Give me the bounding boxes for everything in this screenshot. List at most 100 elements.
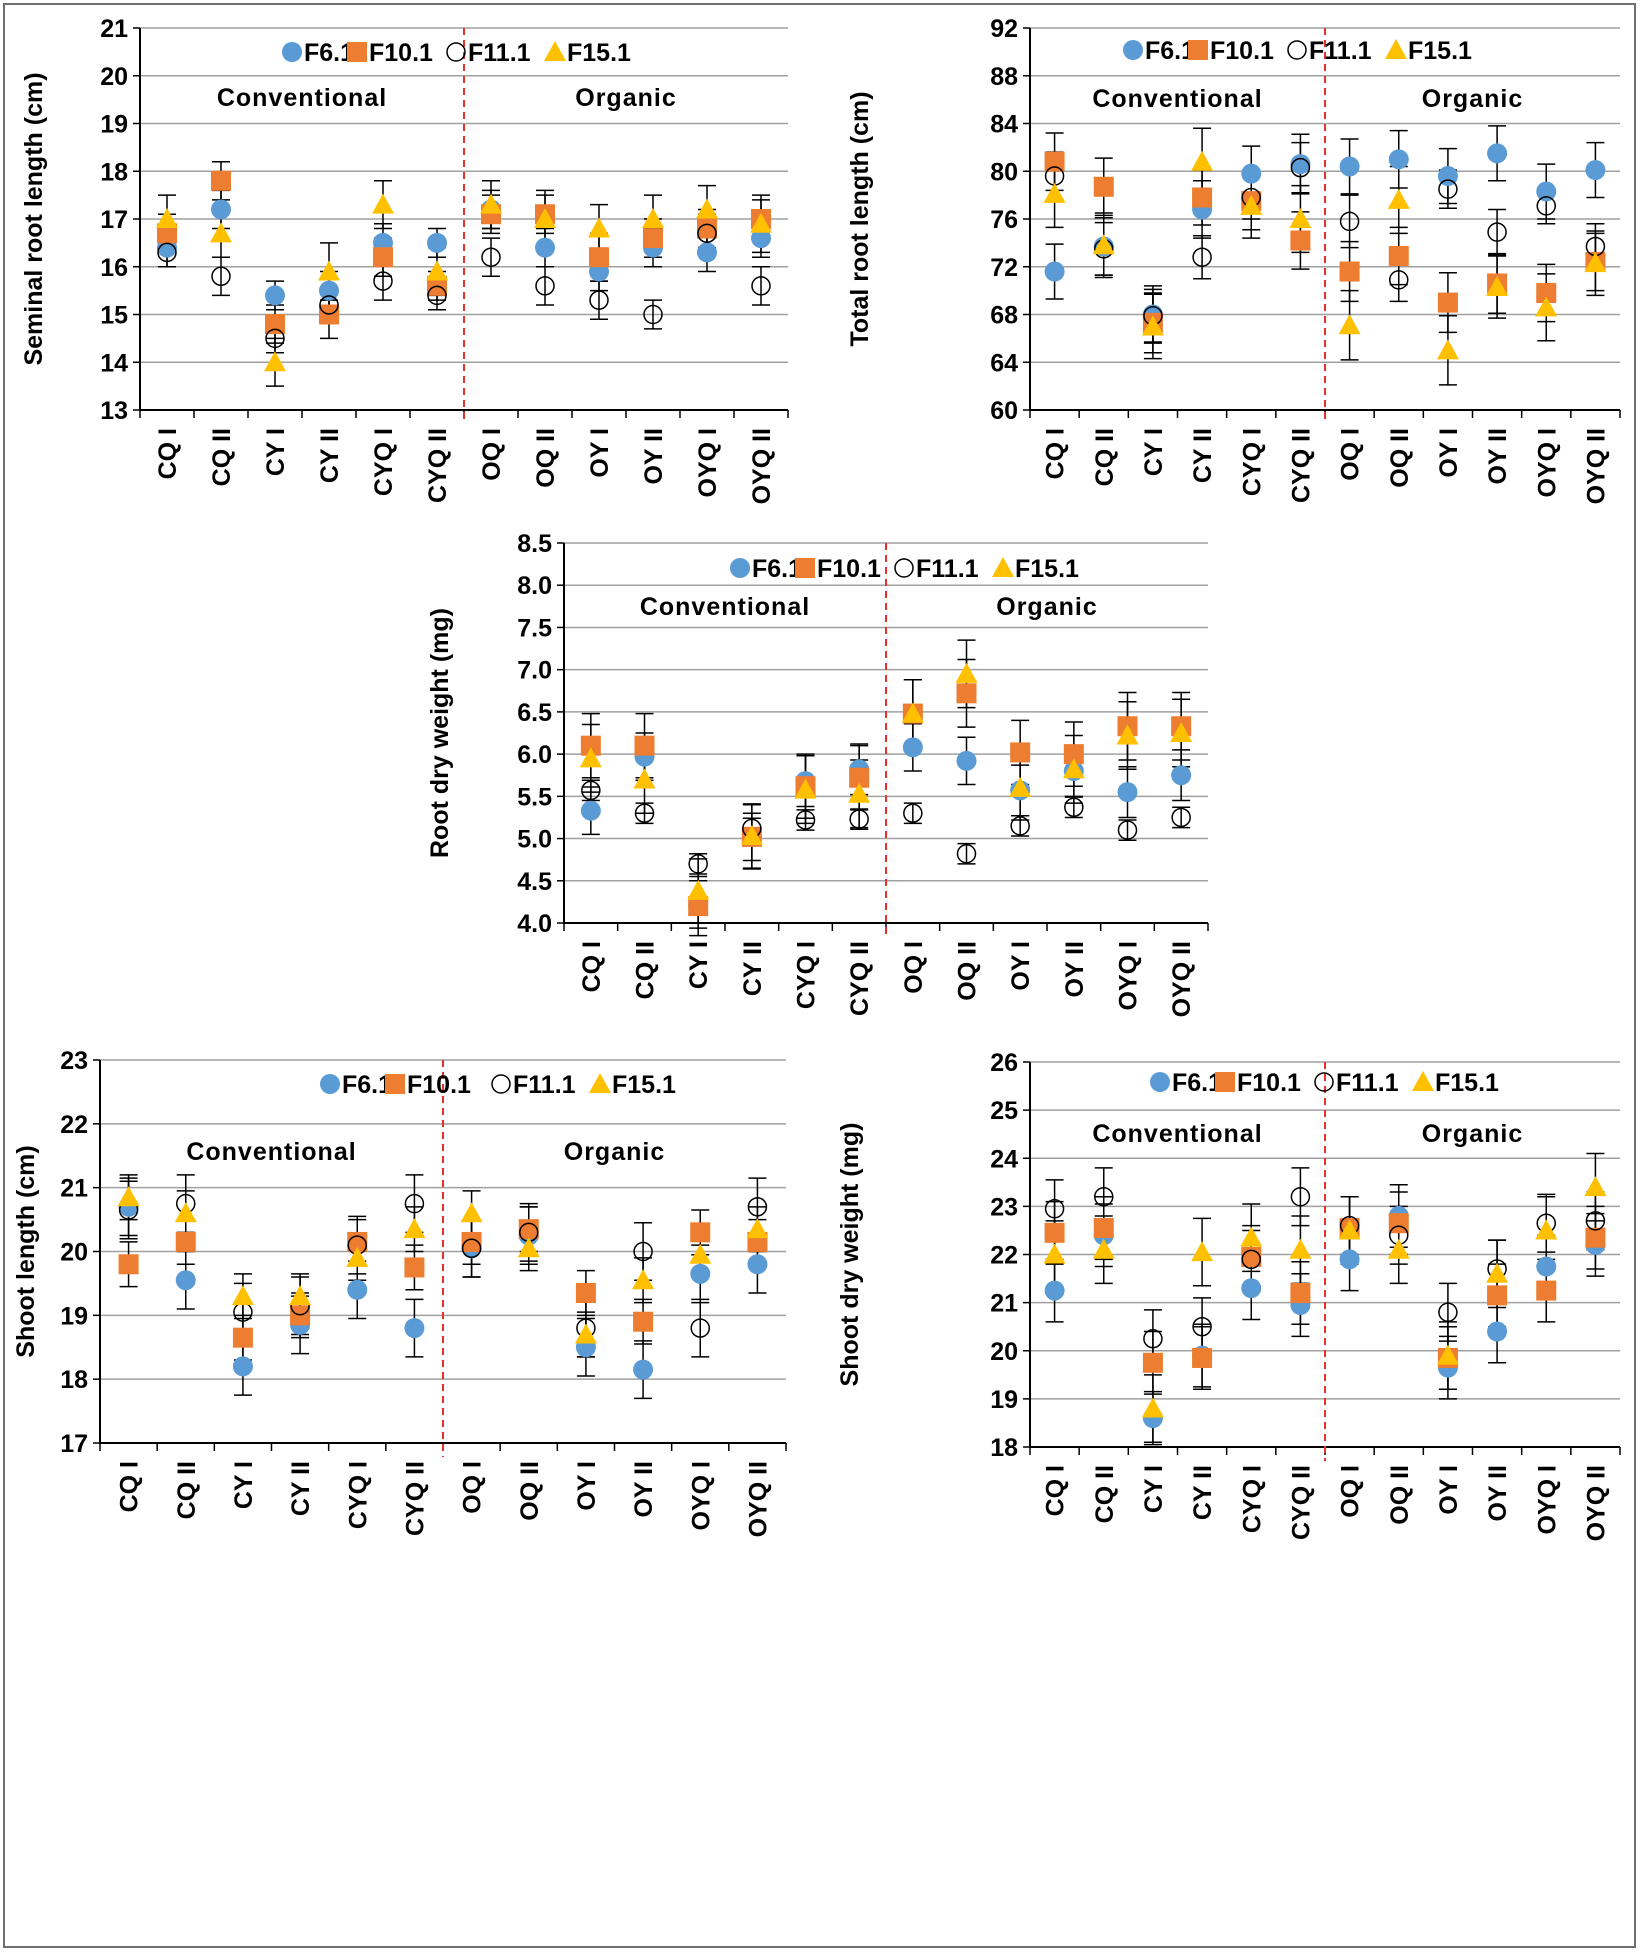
data-point bbox=[1241, 163, 1262, 184]
data-point bbox=[373, 271, 393, 291]
y-tick-label: 20 bbox=[100, 63, 128, 91]
data-point bbox=[535, 237, 555, 258]
x-tick-label: OYQ I bbox=[687, 1461, 715, 1530]
legend-label-F11-1: F11.1 bbox=[916, 555, 979, 583]
data-point bbox=[751, 228, 771, 249]
data-point bbox=[1290, 230, 1311, 251]
y-tick-label: 23 bbox=[60, 1047, 88, 1075]
data-point bbox=[289, 1285, 312, 1306]
data-point bbox=[1142, 1352, 1163, 1373]
data-point bbox=[403, 1218, 426, 1239]
data-point bbox=[575, 1282, 596, 1303]
data-point bbox=[1117, 782, 1138, 803]
data-point bbox=[1388, 149, 1409, 170]
data-point bbox=[1388, 246, 1409, 267]
data-point bbox=[690, 1222, 711, 1243]
data-point bbox=[1338, 314, 1361, 335]
x-tick-label: OY II bbox=[1484, 428, 1512, 485]
y-tick-label: 68 bbox=[990, 302, 1018, 330]
data-point bbox=[460, 1202, 483, 1223]
y-tick-label: 22 bbox=[60, 1111, 88, 1139]
data-point bbox=[956, 750, 977, 771]
x-tick-label: OY I bbox=[573, 1461, 601, 1511]
data-point bbox=[1043, 182, 1066, 203]
data-point bbox=[1044, 151, 1065, 172]
data-point bbox=[404, 1318, 425, 1339]
y-tick-label: 7.0 bbox=[517, 657, 552, 685]
data-point bbox=[1094, 1187, 1114, 1207]
data-point bbox=[1437, 292, 1458, 313]
data-point bbox=[1116, 724, 1139, 745]
legend-label-F11-1: F11.1 bbox=[1309, 37, 1372, 65]
data-point bbox=[955, 662, 978, 683]
legend-label-F6-1: F6.1 bbox=[342, 1071, 392, 1099]
data-point bbox=[210, 222, 232, 243]
x-tick-label: CYQ II bbox=[1287, 428, 1315, 503]
figure-frame bbox=[3, 3, 1636, 1948]
data-point bbox=[642, 208, 664, 228]
legend-label-F6-1: F6.1 bbox=[1172, 1069, 1222, 1097]
data-point bbox=[902, 737, 923, 758]
data-point bbox=[1141, 315, 1164, 336]
data-point bbox=[633, 1241, 653, 1262]
y-tick-label: 23 bbox=[990, 1193, 1018, 1221]
x-tick-label: CY I bbox=[685, 941, 713, 989]
data-point bbox=[265, 285, 285, 306]
data-point bbox=[1487, 222, 1507, 242]
x-tick-label: CY II bbox=[1189, 1465, 1217, 1520]
x-tick-label: CY I bbox=[262, 428, 290, 476]
y-tick-label: 20 bbox=[990, 1338, 1018, 1366]
data-point bbox=[373, 247, 393, 268]
data-point bbox=[1584, 252, 1607, 273]
y-tick-label: 88 bbox=[990, 63, 1018, 91]
markers-F11-1 bbox=[1044, 157, 1606, 326]
x-tick-label: OY I bbox=[1435, 428, 1463, 478]
data-point bbox=[579, 747, 602, 768]
data-point bbox=[1062, 758, 1085, 779]
chart-total: 60 64 68 72 76 80 84 88 92 Conventional Organic CQ … bbox=[846, 15, 1621, 504]
data-point bbox=[1436, 339, 1459, 360]
data-point bbox=[580, 800, 601, 821]
y-axis-title: Root dry weight (mg) bbox=[426, 608, 454, 858]
group-label-conventional: Conventional bbox=[217, 84, 387, 112]
x-tick-label: CYQ II bbox=[424, 428, 452, 503]
data-point bbox=[1092, 1238, 1115, 1259]
data-point bbox=[1240, 1226, 1263, 1247]
legend-label-F15-1: F15.1 bbox=[612, 1071, 676, 1099]
legend-marker-F15-1 bbox=[1385, 39, 1407, 59]
x-tick-label: OY I bbox=[586, 428, 614, 478]
y-tick-label: 72 bbox=[990, 254, 1018, 282]
x-tick-label: OYQ I bbox=[1533, 1465, 1561, 1534]
group-label-organic: Organic bbox=[575, 84, 676, 112]
x-tick-label: OQ II bbox=[954, 941, 982, 1001]
data-point bbox=[1064, 797, 1084, 818]
legend-marker-F11-1 bbox=[1314, 1072, 1334, 1092]
data-point bbox=[1010, 816, 1030, 836]
data-point bbox=[1192, 1316, 1212, 1337]
data-point bbox=[1241, 1249, 1261, 1270]
data-point bbox=[956, 844, 977, 864]
x-tick-label: CQ I bbox=[578, 941, 606, 992]
x-tick-label: CYQ I bbox=[370, 428, 398, 496]
data-point bbox=[1585, 160, 1606, 181]
markers-F15-1 bbox=[1043, 150, 1607, 360]
data-point bbox=[1436, 1344, 1459, 1365]
y-tick-label: 15 bbox=[100, 302, 128, 330]
x-tick-label: CYQ I bbox=[344, 1461, 372, 1529]
x-tick-label: CY I bbox=[1140, 428, 1168, 476]
y-tick-label: 24 bbox=[990, 1145, 1018, 1173]
legend-marker-F6-1 bbox=[1150, 1072, 1170, 1092]
data-point bbox=[461, 1231, 482, 1252]
data-point bbox=[1389, 270, 1409, 290]
data-point bbox=[1339, 156, 1360, 177]
data-point bbox=[175, 1231, 196, 1252]
data-point bbox=[1536, 1256, 1557, 1277]
chart-shootlen: 17 18 19 20 21 22 23 Conventional Organic CQ I CQ … bbox=[12, 1047, 787, 1537]
data-point bbox=[1487, 1285, 1508, 1306]
legend-marker-F11-1 bbox=[1287, 40, 1307, 60]
data-point bbox=[517, 1237, 540, 1258]
x-tick-label: CQ II bbox=[173, 1461, 201, 1519]
data-point bbox=[746, 1218, 769, 1239]
data-point bbox=[849, 809, 869, 829]
